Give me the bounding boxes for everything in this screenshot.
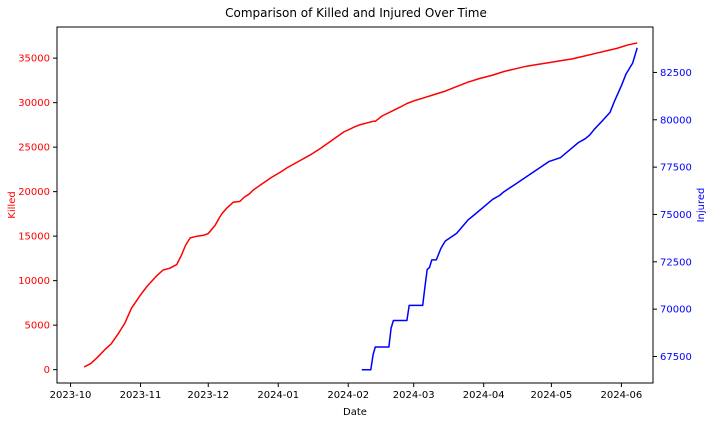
right-y-tick-label: 82500 <box>660 68 692 79</box>
x-tick-label: 2024-06 <box>600 390 642 401</box>
right-y-tick-label: 72500 <box>660 257 692 268</box>
right-y-tick-label: 80000 <box>660 115 692 126</box>
left-y-tick-label: 0 <box>44 365 50 376</box>
right-y-tick-label: 77500 <box>660 163 692 174</box>
killed-series-line <box>83 42 638 368</box>
x-tick-label: 2023-12 <box>187 390 229 401</box>
left-y-tick-label: 10000 <box>18 276 50 287</box>
right-y-tick-label: 70000 <box>660 305 692 316</box>
left-y-tick-label: 20000 <box>18 187 50 198</box>
right-y-axis: 67500 70000 72500 75000 77500 80000 82500 <box>653 68 692 363</box>
x-tick-label: 2024-01 <box>257 390 299 401</box>
left-y-tick-label: 25000 <box>18 143 50 154</box>
x-axis: 2023-10 2023-11 2023-12 2024-01 2024-02 2024-… <box>50 383 642 401</box>
plot-frame <box>56 26 654 384</box>
chart-title: Comparison of Killed and Injured Over Ti… <box>225 6 487 20</box>
left-y-tick-label: 30000 <box>18 98 50 109</box>
x-tick-label: 2024-05 <box>531 390 573 401</box>
right-y-tick-label: 67500 <box>660 352 692 363</box>
left-axis-label: Killed <box>7 191 18 218</box>
right-y-tick-label: 75000 <box>660 210 692 221</box>
left-y-axis: 0 5000 10000 15000 20000 25000 30000 35000 <box>18 54 57 376</box>
x-tick-label: 2023-10 <box>50 390 92 401</box>
right-axis-label: Injured <box>696 188 707 223</box>
x-tick-label: 2024-02 <box>327 390 369 401</box>
x-tick-label: 2024-03 <box>393 390 435 401</box>
left-y-tick-label: 5000 <box>25 321 50 332</box>
x-tick-label: 2023-11 <box>120 390 162 401</box>
left-y-tick-label: 35000 <box>18 54 50 65</box>
x-tick-label: 2024-04 <box>463 390 505 401</box>
plot-area <box>83 42 638 371</box>
left-y-tick-label: 15000 <box>18 232 50 243</box>
injured-series-line <box>361 47 638 371</box>
x-axis-label: Date <box>343 407 367 418</box>
